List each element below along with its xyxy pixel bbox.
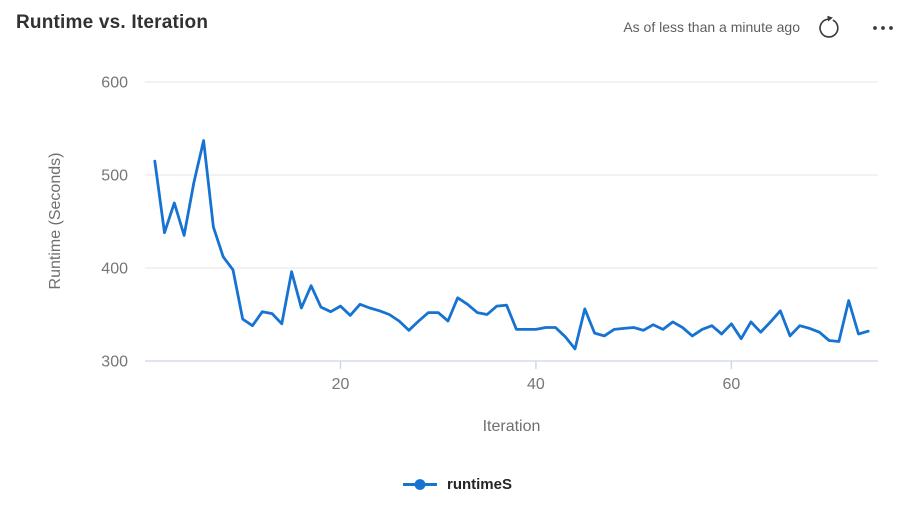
- legend-label: runtimeS: [446, 476, 512, 493]
- y-tick-label-300: 300: [101, 354, 128, 371]
- y-tick-label-600: 600: [101, 75, 128, 92]
- refresh-button[interactable]: [816, 14, 842, 40]
- chart-title: Runtime vs. Iteration: [16, 12, 209, 33]
- x-tick-label-40: 40: [527, 376, 545, 393]
- y-tick-label-400: 400: [101, 261, 128, 278]
- status-text: As of less than a minute ago: [623, 19, 800, 35]
- legend-marker-icon: [402, 479, 437, 490]
- x-tick-label-20: 20: [332, 376, 350, 393]
- widget-header: Runtime vs. Iteration As of less than a …: [16, 12, 898, 40]
- series-line-runtimeS: [153, 139, 870, 351]
- chart-plot-area: 300 400 500 600 20 40 60: [101, 75, 878, 393]
- x-axis-title: Iteration: [482, 418, 541, 435]
- refresh-icon: [819, 15, 839, 38]
- legend: runtimeS: [0, 476, 914, 493]
- legend-item-runtimeS[interactable]: runtimeS: [402, 476, 512, 493]
- y-axis-title: Runtime (Seconds): [47, 152, 64, 290]
- x-tick-label-60: 60: [723, 376, 741, 393]
- y-tick-label-500: 500: [101, 168, 128, 185]
- ellipsis-icon: [873, 26, 893, 30]
- more-options-button[interactable]: [868, 14, 898, 40]
- status-bar: As of less than a minute ago: [623, 14, 898, 40]
